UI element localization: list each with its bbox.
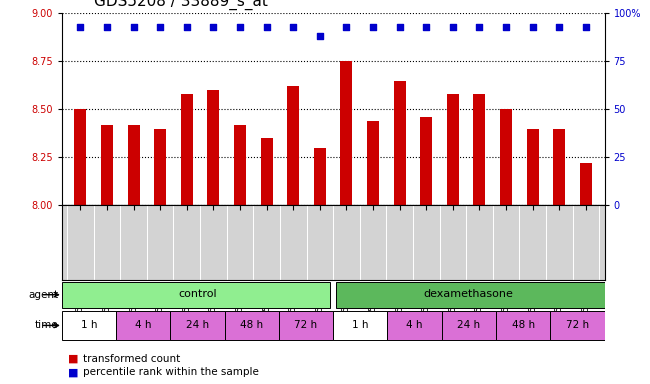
Point [315,33,325,40]
Point [368,24,378,30]
Point [181,24,192,30]
Text: 48 h: 48 h [512,320,535,330]
Point [474,24,485,30]
Text: 24 h: 24 h [457,320,480,330]
Text: 4 h: 4 h [135,320,151,330]
Point [129,24,139,30]
Point [75,24,86,30]
Text: GDS5208 / 33889_s_at: GDS5208 / 33889_s_at [94,0,268,10]
Bar [367,121,379,205]
Point [208,24,218,30]
Text: 72 h: 72 h [294,320,318,330]
Point [261,24,272,30]
Point [395,24,405,30]
Bar [314,148,326,205]
Point [155,24,165,30]
Bar [442,311,496,340]
Bar [62,282,330,308]
Bar [74,109,86,205]
Text: 48 h: 48 h [240,320,263,330]
Bar [101,125,113,205]
Bar [181,94,193,205]
Point [421,24,432,30]
Text: 24 h: 24 h [186,320,209,330]
Bar [496,311,550,340]
Text: transformed count: transformed count [83,354,180,364]
Bar [333,311,387,340]
Point [235,24,245,30]
Bar [526,129,539,205]
Point [580,24,591,30]
Point [501,24,512,30]
Bar [207,90,220,205]
Text: 1 h: 1 h [81,320,97,330]
Bar [500,109,512,205]
Text: 1 h: 1 h [352,320,369,330]
Bar [336,282,604,308]
Bar [550,311,604,340]
Text: 72 h: 72 h [566,320,589,330]
Text: control: control [178,289,216,299]
Point [554,24,564,30]
Point [527,24,538,30]
Bar [261,138,272,205]
Text: agent: agent [29,290,58,300]
Bar [341,61,352,205]
Bar [473,94,486,205]
Bar [225,311,279,340]
Text: ■: ■ [68,367,83,377]
Bar [287,86,299,205]
Bar [279,311,333,340]
Bar [553,129,566,205]
Text: percentile rank within the sample: percentile rank within the sample [83,367,259,377]
Text: 4 h: 4 h [406,320,422,330]
Bar [154,129,166,205]
Point [288,24,298,30]
Bar [116,311,170,340]
Bar [62,311,116,340]
Bar [447,94,459,205]
Bar [580,163,592,205]
Point [102,24,112,30]
Bar [127,125,140,205]
Text: time: time [35,320,58,331]
Point [341,24,352,30]
Bar [170,311,225,340]
Bar [421,117,432,205]
Text: dexamethasone: dexamethasone [424,289,514,299]
Bar [387,311,442,340]
Bar [394,81,406,205]
Point [448,24,458,30]
Bar [234,125,246,205]
Text: ■: ■ [68,354,83,364]
